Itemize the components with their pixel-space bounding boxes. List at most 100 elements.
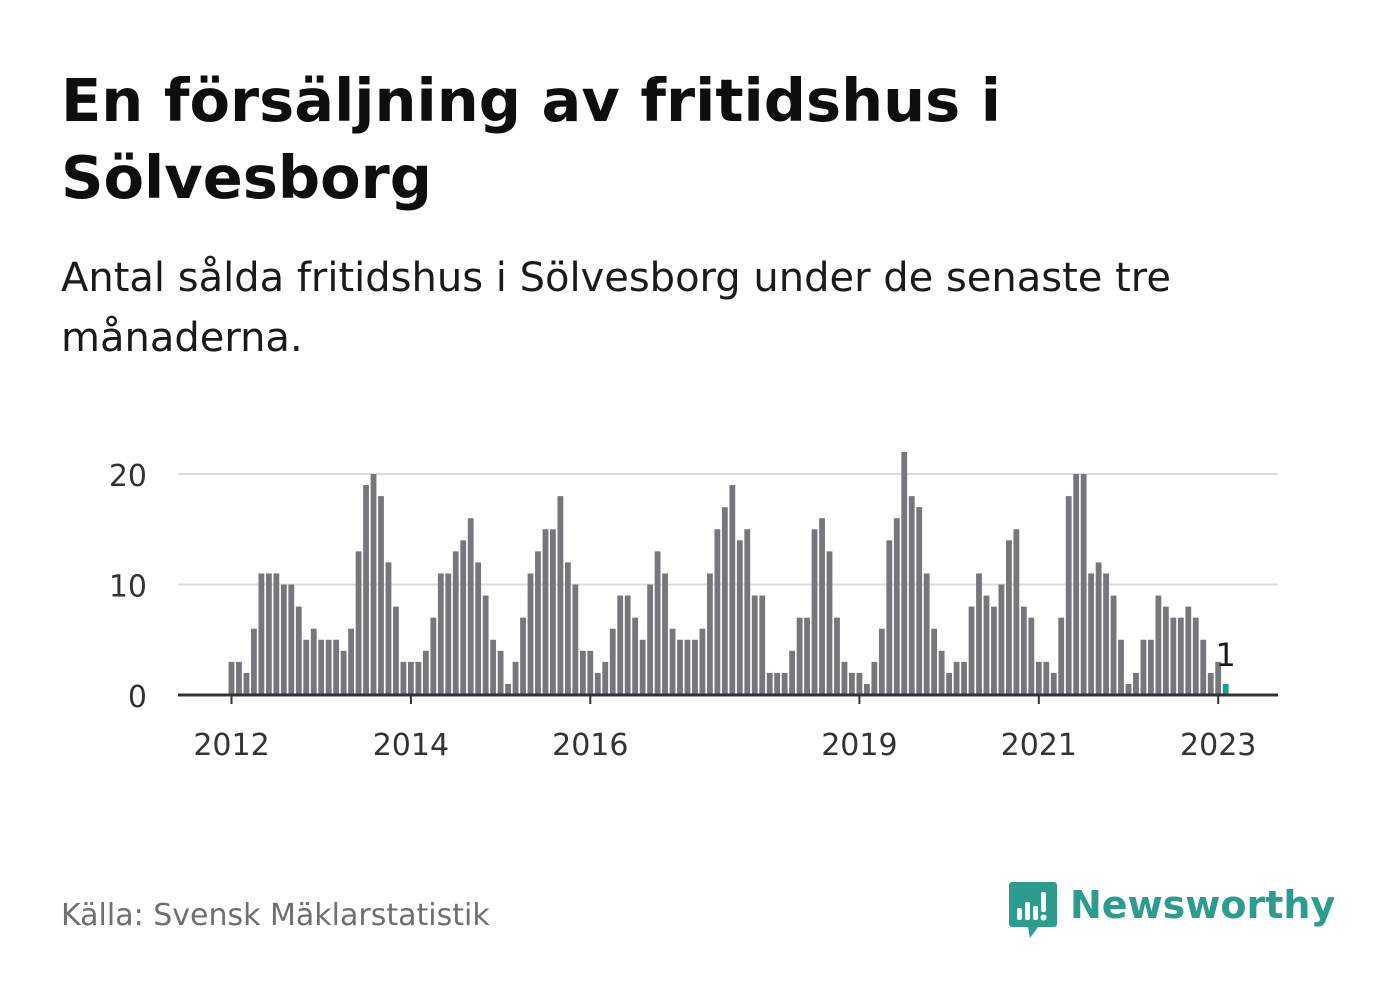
bar-chart: 0 10 20 2012 2014 2016 2019 2021 2023 1 bbox=[109, 451, 1278, 763]
bar bbox=[991, 606, 997, 695]
bar bbox=[729, 485, 736, 695]
bar-layer bbox=[228, 451, 1229, 695]
bar bbox=[841, 661, 848, 695]
bar bbox=[654, 551, 661, 695]
bar bbox=[662, 573, 668, 695]
bar bbox=[1103, 573, 1109, 695]
bar bbox=[931, 628, 938, 695]
bar bbox=[318, 639, 325, 695]
bar bbox=[497, 650, 504, 695]
bar bbox=[557, 496, 564, 695]
bar-chart-bubble-icon bbox=[1009, 882, 1057, 938]
bar bbox=[938, 650, 945, 695]
bar bbox=[288, 584, 295, 695]
bar bbox=[1110, 595, 1117, 695]
bar bbox=[1170, 617, 1177, 695]
bar bbox=[310, 628, 317, 695]
bar bbox=[385, 562, 392, 695]
bar bbox=[572, 584, 579, 695]
bar bbox=[796, 617, 803, 695]
bar bbox=[1073, 474, 1080, 695]
bar bbox=[976, 573, 982, 695]
bar bbox=[325, 639, 332, 695]
bar bbox=[1207, 672, 1214, 695]
chart-title: En försäljning av fritidshus i Sölvesbor… bbox=[61, 66, 1001, 212]
bar bbox=[736, 540, 743, 695]
axis-layer bbox=[178, 693, 1278, 704]
x-tick-label: 2023 bbox=[1180, 728, 1256, 763]
bar bbox=[759, 595, 766, 695]
bar bbox=[946, 672, 952, 695]
x-tick-label: 2019 bbox=[821, 728, 897, 763]
bar bbox=[512, 661, 519, 695]
bar bbox=[692, 639, 698, 695]
bar bbox=[452, 551, 459, 695]
label-layer: 0 10 20 2012 2014 2016 2019 2021 2023 1 bbox=[109, 459, 1257, 763]
bar bbox=[819, 518, 825, 695]
bar bbox=[849, 672, 855, 695]
bar bbox=[1020, 606, 1027, 695]
bar bbox=[460, 540, 467, 695]
bar bbox=[1058, 617, 1065, 695]
bar bbox=[437, 573, 444, 695]
y-tick-label: 0 bbox=[128, 680, 147, 715]
bar bbox=[340, 650, 347, 695]
bar bbox=[878, 628, 885, 695]
bar bbox=[923, 573, 930, 695]
bar bbox=[280, 584, 287, 695]
x-tick-label: 2021 bbox=[1001, 728, 1077, 763]
bar bbox=[1080, 474, 1087, 695]
bar bbox=[1088, 573, 1095, 695]
bar bbox=[639, 639, 646, 695]
bar bbox=[243, 672, 250, 695]
bar bbox=[789, 650, 796, 695]
bar bbox=[647, 584, 653, 695]
bar bbox=[1125, 683, 1132, 695]
bar bbox=[707, 573, 713, 695]
bar bbox=[542, 529, 549, 695]
bar bbox=[415, 661, 422, 695]
chart-subtitle: Antal sålda fritidshus i Sölvesborg unde… bbox=[61, 255, 1171, 361]
bar bbox=[1177, 617, 1184, 695]
bar bbox=[408, 661, 414, 695]
y-tick-label: 10 bbox=[109, 570, 147, 605]
bar bbox=[445, 573, 452, 695]
bar bbox=[1050, 672, 1057, 695]
bar bbox=[677, 639, 683, 695]
source-note: Källa: Svensk Mäklarstatistik bbox=[61, 898, 490, 933]
bar bbox=[1155, 595, 1162, 695]
bar bbox=[579, 650, 586, 695]
bar bbox=[527, 573, 534, 695]
bar bbox=[393, 606, 399, 695]
bar bbox=[1006, 540, 1012, 695]
bar bbox=[1215, 661, 1222, 695]
bar bbox=[273, 573, 280, 695]
bar bbox=[295, 606, 302, 695]
bar bbox=[826, 551, 833, 695]
bar bbox=[251, 628, 257, 695]
bar bbox=[684, 639, 691, 695]
bar bbox=[983, 595, 990, 695]
bar bbox=[1185, 606, 1192, 695]
bar bbox=[1162, 606, 1169, 695]
bar bbox=[811, 529, 818, 695]
bar bbox=[1118, 639, 1124, 695]
bar bbox=[1140, 639, 1147, 695]
bar bbox=[721, 507, 728, 695]
bar bbox=[258, 573, 265, 695]
bar bbox=[490, 639, 497, 695]
bar bbox=[564, 562, 571, 695]
bar bbox=[804, 617, 810, 695]
bar bbox=[228, 661, 235, 695]
x-tick-label: 2014 bbox=[373, 728, 449, 763]
bar bbox=[968, 606, 975, 695]
data-label: 1 bbox=[1215, 636, 1235, 674]
bar bbox=[1133, 672, 1139, 695]
bar bbox=[1043, 661, 1050, 695]
bar bbox=[355, 551, 362, 695]
bar bbox=[1035, 661, 1042, 695]
bar bbox=[602, 661, 609, 695]
bar bbox=[1192, 617, 1199, 695]
bar bbox=[834, 617, 840, 695]
bar bbox=[669, 628, 676, 695]
